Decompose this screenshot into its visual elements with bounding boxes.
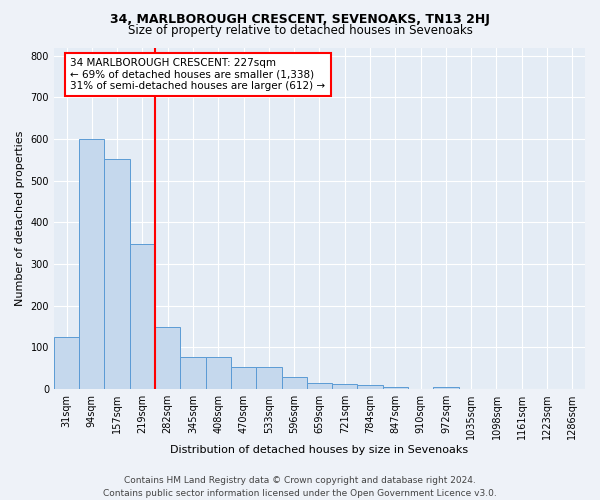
Bar bbox=[104, 158, 130, 389]
Bar bbox=[433, 387, 458, 389]
Text: Size of property relative to detached houses in Sevenoaks: Size of property relative to detached ho… bbox=[128, 24, 472, 37]
Text: 34 MARLBOROUGH CRESCENT: 227sqm
← 69% of detached houses are smaller (1,338)
31%: 34 MARLBOROUGH CRESCENT: 227sqm ← 69% of… bbox=[70, 58, 325, 91]
Bar bbox=[181, 356, 206, 389]
Bar bbox=[130, 244, 155, 389]
Bar bbox=[155, 326, 181, 389]
Text: Contains HM Land Registry data © Crown copyright and database right 2024.
Contai: Contains HM Land Registry data © Crown c… bbox=[103, 476, 497, 498]
Bar bbox=[54, 337, 79, 389]
Text: 34, MARLBOROUGH CRESCENT, SEVENOAKS, TN13 2HJ: 34, MARLBOROUGH CRESCENT, SEVENOAKS, TN1… bbox=[110, 12, 490, 26]
Bar bbox=[281, 376, 307, 389]
X-axis label: Distribution of detached houses by size in Sevenoaks: Distribution of detached houses by size … bbox=[170, 445, 469, 455]
Bar bbox=[79, 139, 104, 389]
Bar bbox=[307, 383, 332, 389]
Bar bbox=[358, 385, 383, 389]
Bar bbox=[231, 368, 256, 389]
Bar bbox=[383, 387, 408, 389]
Bar bbox=[256, 368, 281, 389]
Y-axis label: Number of detached properties: Number of detached properties bbox=[15, 130, 25, 306]
Bar bbox=[206, 356, 231, 389]
Bar bbox=[332, 384, 358, 389]
